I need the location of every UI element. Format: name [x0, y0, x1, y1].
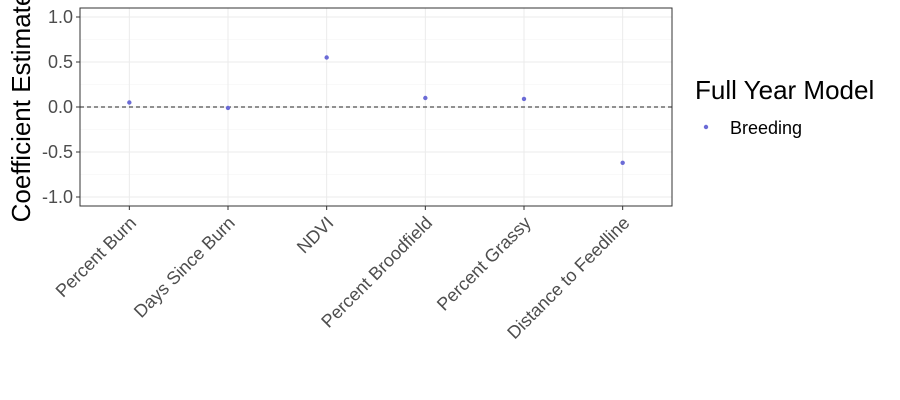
y-axis-ticks: -1.0 -0.5 0.0 0.5 1.0	[42, 7, 80, 207]
data-point-breeding	[423, 95, 428, 101]
y-tick-label: 0.0	[48, 97, 73, 117]
data-point-breeding	[521, 96, 527, 102]
legend-title: Full Year Model	[695, 75, 874, 105]
legend-label-breeding: Breeding	[730, 118, 802, 138]
y-tick-label: 1.0	[48, 7, 73, 27]
data-point-breeding	[127, 100, 132, 105]
x-tick-label: NDVI	[293, 213, 338, 258]
x-tick-label: Percent Burn	[52, 213, 140, 301]
y-tick-label: -0.5	[42, 142, 73, 162]
x-tick-label: Days Since Burn	[130, 213, 239, 322]
data-point-breeding	[620, 160, 625, 165]
y-tick-label: 0.5	[48, 52, 73, 72]
data-point-breeding	[324, 55, 329, 60]
y-axis-label: Coefficient Estimate	[6, 0, 36, 222]
legend-key-breeding	[703, 124, 709, 130]
y-tick-label: -1.0	[42, 187, 73, 207]
x-tick-label: Percent Grassy	[433, 213, 535, 315]
x-tick-label: Percent Broodfield	[317, 213, 436, 332]
data-points	[127, 55, 625, 165]
data-point-breeding	[225, 105, 231, 111]
